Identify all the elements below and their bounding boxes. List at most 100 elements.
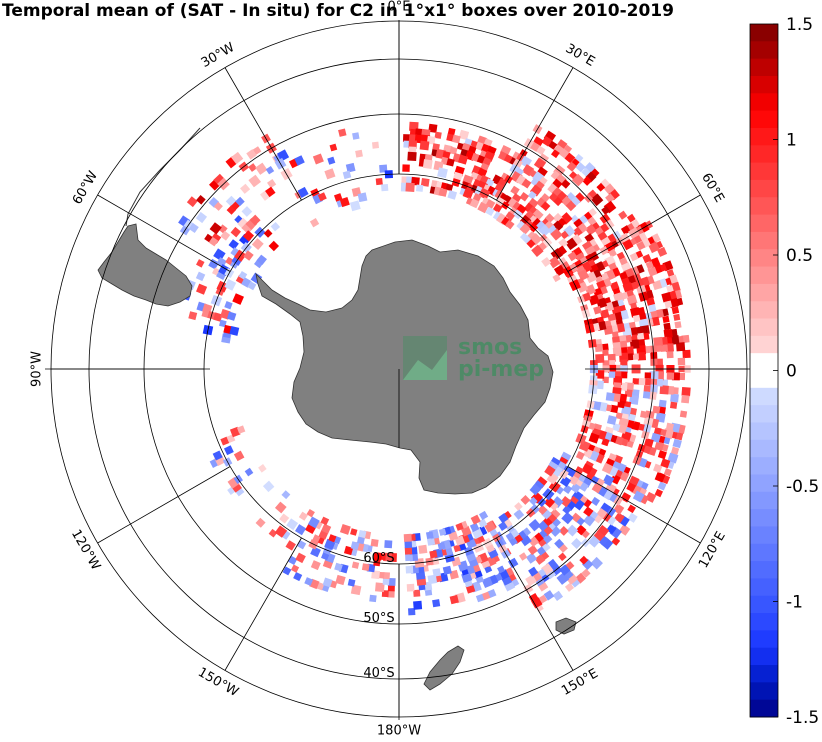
data-cell [673, 313, 681, 321]
data-cell [536, 145, 546, 156]
data-cell [409, 128, 417, 136]
data-cell [255, 162, 268, 175]
data-cell [371, 141, 380, 149]
data-cell [571, 537, 583, 550]
data-cell [564, 582, 575, 592]
data-cell [665, 422, 674, 431]
data-cell [529, 483, 542, 496]
data-cell [632, 378, 639, 385]
data-cell [648, 303, 657, 313]
data-cell [405, 553, 413, 562]
data-cell [657, 450, 667, 460]
colorbar-band [750, 387, 778, 406]
data-cell [521, 178, 532, 189]
data-cell [564, 152, 576, 164]
colorbar-band [750, 543, 778, 562]
data-cell [196, 259, 205, 268]
new-zealand-south-island [423, 645, 465, 691]
data-cell [666, 284, 674, 293]
data-cell [293, 572, 303, 582]
colorbar-band [750, 249, 778, 268]
data-cell [446, 158, 455, 167]
data-cell [541, 256, 552, 268]
longitude-label: 30°E [563, 41, 598, 70]
colorbar-band [750, 335, 778, 354]
data-cell [262, 480, 275, 493]
data-cell [419, 140, 430, 151]
data-cell [666, 351, 674, 359]
data-cell [442, 565, 452, 575]
data-cell [567, 251, 578, 262]
data-cell [507, 557, 519, 569]
data-cell [371, 570, 381, 580]
data-cell [438, 187, 448, 197]
data-cell [432, 568, 442, 577]
data-cell [329, 143, 338, 152]
data-cell [627, 512, 638, 523]
colorbar-band [750, 197, 778, 216]
colorbar-tick-label: -0.5 [786, 477, 819, 497]
data-cell [608, 248, 617, 258]
data-cell [437, 167, 448, 179]
data-cell [458, 154, 469, 165]
data-cell [642, 391, 651, 399]
data-cell [290, 564, 300, 573]
data-cell [324, 168, 336, 180]
data-cell [270, 221, 281, 232]
data-cell [505, 219, 515, 230]
data-cell [306, 508, 315, 518]
data-cell [188, 222, 199, 234]
data-cell [681, 394, 690, 404]
longitude-label: 60°W [70, 169, 101, 208]
data-cell [579, 555, 589, 565]
data-cell [626, 294, 638, 306]
data-cell [304, 577, 314, 586]
data-cell [498, 521, 508, 531]
data-cell [281, 490, 291, 500]
data-cell [384, 540, 393, 549]
data-cell [559, 564, 571, 576]
data-cell [565, 237, 578, 251]
data-cell [327, 156, 336, 165]
data-cell [632, 490, 645, 503]
data-cell [350, 528, 358, 536]
data-cell [566, 524, 579, 537]
data-cell [236, 425, 246, 434]
data-cell [528, 536, 540, 547]
data-cell [537, 520, 549, 532]
data-cell [342, 170, 352, 180]
meridian-line [496, 537, 574, 671]
latitude-label: 60°S [363, 551, 394, 566]
data-cell [581, 463, 593, 475]
data-cell [244, 467, 254, 477]
data-cell [658, 399, 667, 408]
data-cell [320, 516, 330, 526]
data-cell [594, 343, 604, 353]
data-cell [575, 451, 585, 460]
colorbar-band [750, 439, 778, 458]
data-cell [195, 211, 208, 224]
data-cell [402, 164, 410, 172]
data-cell [279, 513, 290, 524]
data-cell [628, 394, 639, 405]
data-cell [667, 452, 679, 464]
data-cell [375, 582, 385, 593]
data-cell [653, 336, 664, 347]
data-cell [550, 228, 563, 241]
data-cell [550, 149, 560, 159]
data-cell [653, 463, 663, 473]
colorbar-band [750, 561, 778, 579]
data-cell [664, 300, 673, 309]
latitude-labels: 60°S 50°S 40°S [363, 551, 394, 681]
data-cell [562, 505, 572, 515]
data-cell [611, 331, 619, 339]
data-cell [632, 314, 641, 323]
data-cell [587, 216, 597, 226]
data-cell [432, 599, 441, 608]
colorbar-tick-label: 1.5 [786, 15, 813, 35]
data-cell [252, 146, 262, 155]
colorbar-band [750, 283, 778, 302]
data-cell [338, 128, 347, 137]
data-cell [356, 536, 365, 545]
data-cell [408, 608, 416, 616]
